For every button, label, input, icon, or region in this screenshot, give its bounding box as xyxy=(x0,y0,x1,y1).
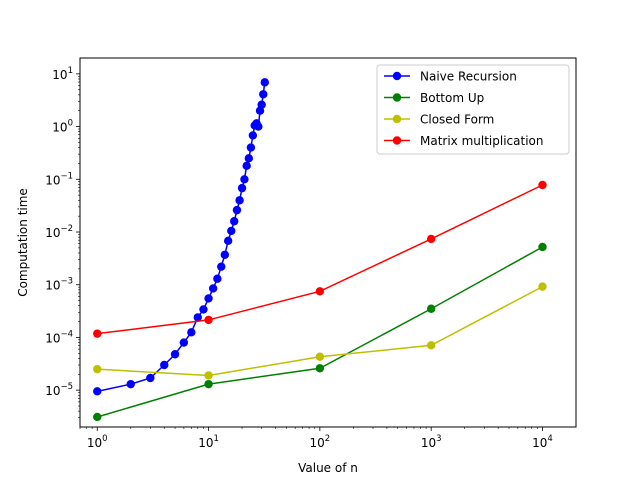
legend-item-bottom-up: Bottom Up xyxy=(384,91,484,105)
axis-ticks: 100 101 102 103 104 10−5 10−4 10−3 10−2 10−1 100 10… xyxy=(45,66,553,450)
legend-label: Naive Recursion xyxy=(420,70,517,84)
data-point xyxy=(254,122,263,131)
plot-frame xyxy=(79,57,577,428)
data-point xyxy=(93,387,102,396)
data-point xyxy=(426,341,436,350)
data-point xyxy=(146,373,155,383)
data-point xyxy=(223,236,233,246)
x-tick-label: 101 xyxy=(198,434,219,450)
y-axis-label: Computation time xyxy=(16,188,30,297)
data-point xyxy=(538,180,547,190)
y-tick-label: 10−5 xyxy=(45,382,73,398)
legend-marker xyxy=(392,114,402,124)
legend-marker xyxy=(392,71,402,81)
data-point xyxy=(242,161,251,171)
legend-label: Matrix multiplication xyxy=(420,134,544,148)
legend-item-matrix-multiplication: Matrix multiplication xyxy=(384,134,544,148)
legend: Naive Recursion Bottom Up Closed Form Matri… xyxy=(376,64,570,155)
data-point xyxy=(538,242,547,252)
y-tick-label: 10−2 xyxy=(45,224,73,240)
data-point xyxy=(93,412,102,422)
series-naive-recursion xyxy=(93,78,269,396)
data-point xyxy=(227,226,236,236)
data-point xyxy=(187,328,196,337)
data-point xyxy=(160,360,169,370)
data-point xyxy=(260,78,269,87)
y-tick-label: 101 xyxy=(52,66,73,82)
legend-box xyxy=(376,64,570,155)
data-point xyxy=(248,131,258,140)
series-bottom-up xyxy=(93,242,547,422)
data-point xyxy=(204,294,213,303)
data-point xyxy=(237,183,247,193)
data-point xyxy=(244,154,254,163)
data-point xyxy=(199,305,208,314)
series-layer xyxy=(93,78,547,422)
data-point xyxy=(259,90,268,99)
legend-label: Bottom Up xyxy=(420,91,484,105)
x-axis-label: Value of n xyxy=(298,461,358,475)
data-point xyxy=(230,217,239,226)
x-tick-label: 100 xyxy=(87,434,108,450)
legend-item-naive-recursion: Naive Recursion xyxy=(384,70,517,84)
data-point xyxy=(426,234,436,244)
y-tick-label: 100 xyxy=(52,119,73,135)
data-point xyxy=(232,205,242,215)
series-closed-form xyxy=(93,282,547,380)
data-point xyxy=(538,282,547,291)
data-point xyxy=(204,371,213,380)
x-tick-label: 103 xyxy=(421,434,442,450)
series-matrix-multiplication xyxy=(93,180,547,338)
data-point xyxy=(170,350,180,359)
data-point xyxy=(93,329,102,338)
data-point xyxy=(208,284,218,293)
data-point xyxy=(315,287,325,296)
legend-marker xyxy=(392,93,402,102)
data-point xyxy=(235,196,244,205)
data-point xyxy=(315,364,325,373)
data-point xyxy=(93,364,102,374)
y-tick-label: 10−1 xyxy=(45,171,73,187)
data-point xyxy=(220,250,230,259)
data-point xyxy=(315,352,325,361)
data-point xyxy=(240,175,249,184)
x-tick-label: 102 xyxy=(310,434,331,450)
data-point xyxy=(193,313,202,322)
legend-item-closed-form: Closed Form xyxy=(384,113,494,127)
data-point xyxy=(217,262,226,271)
y-tick-label: 10−3 xyxy=(45,277,73,293)
y-tick-label: 10−4 xyxy=(45,329,73,345)
data-point xyxy=(213,274,222,283)
legend-marker xyxy=(392,136,402,145)
data-point xyxy=(204,379,213,389)
legend-label: Closed Form xyxy=(420,113,494,127)
data-point xyxy=(179,338,189,347)
data-point xyxy=(204,315,213,325)
x-tick-label: 104 xyxy=(532,434,553,450)
data-point xyxy=(126,379,135,389)
data-point xyxy=(426,304,436,313)
data-point xyxy=(257,100,266,109)
data-point xyxy=(246,143,256,152)
